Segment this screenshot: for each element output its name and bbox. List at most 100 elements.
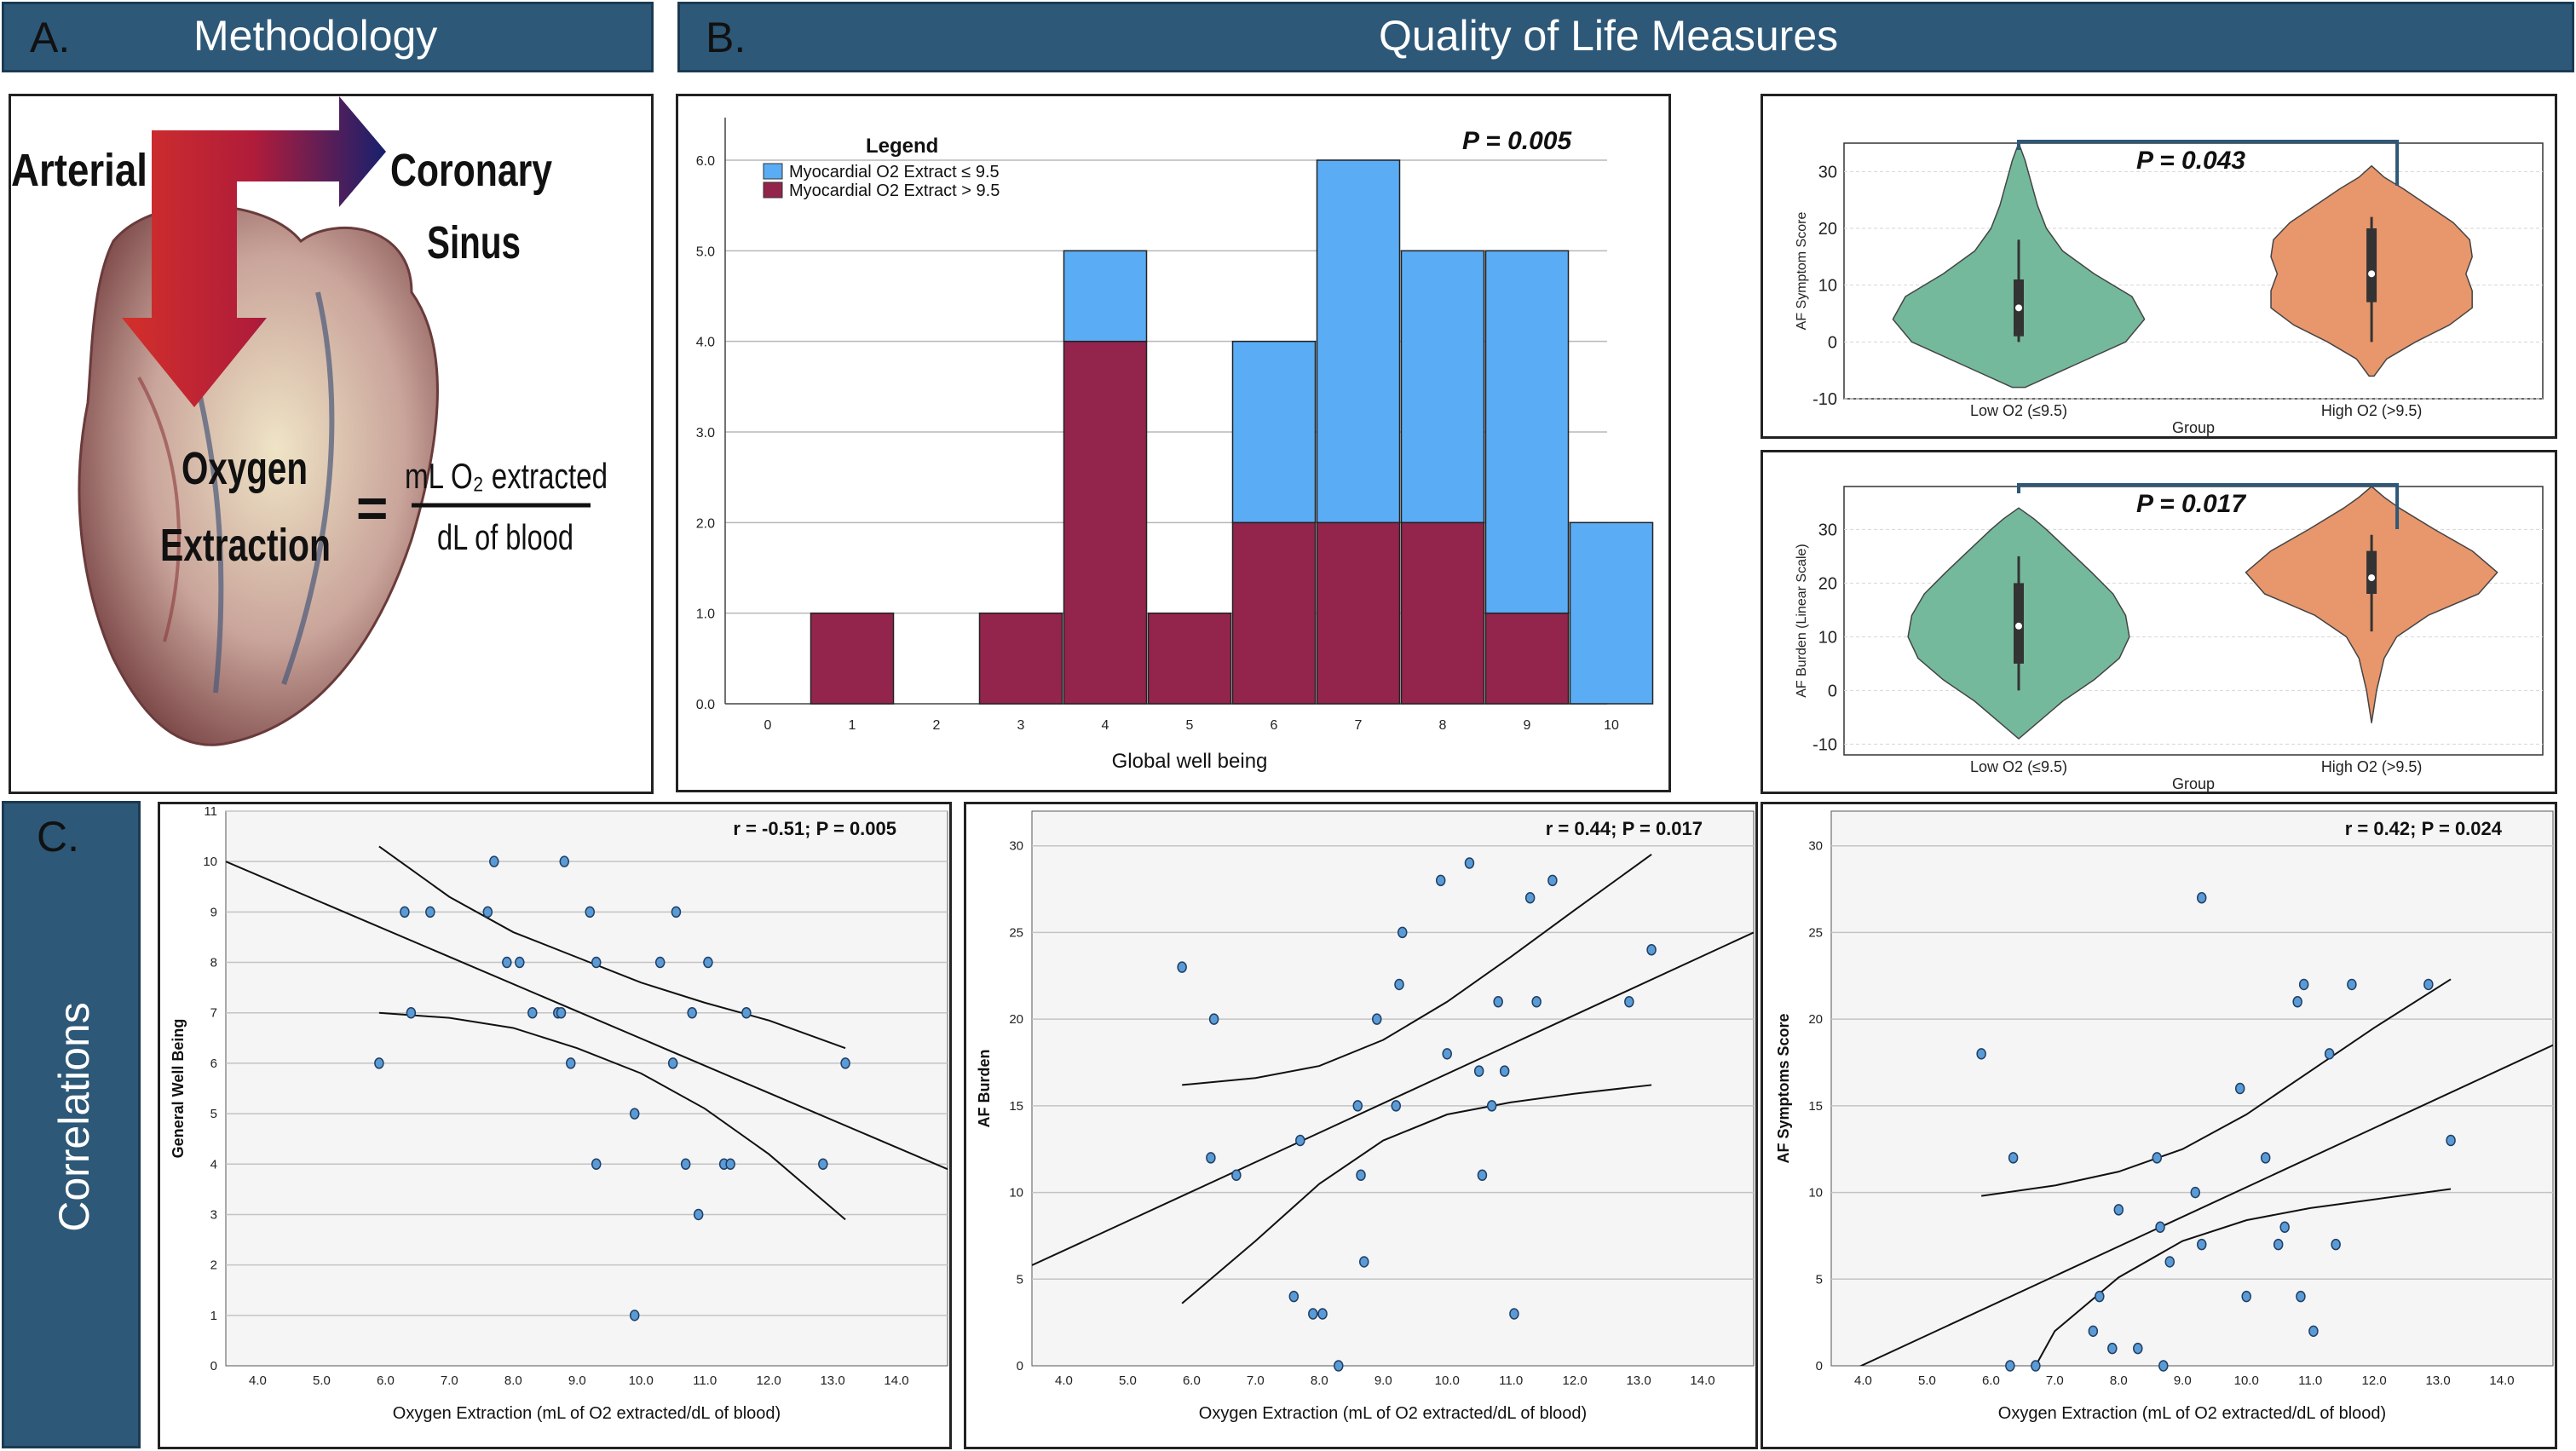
- panel-a-title: Methodology: [193, 12, 438, 60]
- scatter-y-tick: 25: [1009, 925, 1023, 940]
- scatter-burden-chart: 0 5 10 15 20 25 30 4.0 5.0 6.0 7.0 8.0 9.0 10.0 11.0 12…: [976, 810, 1755, 1423]
- violin-median: [2015, 304, 2022, 312]
- histogram-bar-high: [1316, 521, 1401, 705]
- violin-median: [2015, 622, 2022, 630]
- scatter-point: [1394, 978, 1404, 991]
- histogram-panel: Legend Myocardial O2 Extract ≤ 9.5 Myoca…: [676, 94, 1671, 792]
- scatter-point: [591, 1158, 602, 1171]
- scatter-point: [2308, 1325, 2319, 1338]
- scatter-point: [654, 956, 666, 969]
- histogram-x-tick: 2: [933, 718, 941, 733]
- scatter-x-tick: 13.0: [1626, 1373, 1651, 1388]
- scatter-point: [2234, 1082, 2245, 1095]
- violin-y-tick: -10: [1812, 390, 1837, 409]
- scatter-fit-line: [1032, 931, 1754, 1266]
- scatter-point: [1177, 961, 1187, 973]
- violin-iqr-box: [2366, 228, 2377, 302]
- histogram-bar-low: [1231, 340, 1317, 524]
- scatter-point: [2107, 1342, 2118, 1355]
- scatter-y-tick: 3: [210, 1207, 217, 1222]
- violin-x-tick: High O2 (>9.5): [2321, 758, 2423, 775]
- scatter-point: [566, 1057, 576, 1069]
- scatter-point: [527, 1006, 538, 1019]
- histogram-y-tick: 2.0: [696, 516, 715, 531]
- scatter-point: [2347, 978, 2357, 991]
- scatter-x-tick: 11.0: [2298, 1373, 2322, 1388]
- scatter-y-tick: 20: [1009, 1012, 1023, 1027]
- scatter-point: [2095, 1290, 2105, 1303]
- scatter-ci-lower: [1181, 1084, 1652, 1304]
- scatter-x-tick: 4.0: [249, 1373, 267, 1388]
- scatter-point: [2292, 996, 2302, 1008]
- scatter-fit-line: [226, 861, 948, 1171]
- scatter-point: [1359, 1256, 1369, 1268]
- scatter-symptoms-chart: 0 5 10 15 20 25 30 4.0 5.0 6.0 7.0 8.0 9.0 10.0 11.0 12…: [1775, 810, 2554, 1423]
- scatter-y-tick: 30: [1808, 839, 1823, 854]
- scatter-y-tick: 15: [1009, 1099, 1023, 1114]
- scatter-point: [2241, 1290, 2251, 1303]
- scatter-y-tick: 10: [1808, 1186, 1823, 1201]
- oxygen-label: Oxygen: [182, 443, 308, 494]
- scatter-symptoms-panel: 0 5 10 15 20 25 30 4.0 5.0 6.0 7.0 8.0 9.0 10.0 11.0 12…: [1761, 802, 2557, 1449]
- scatter-point: [1531, 996, 1542, 1008]
- histogram-x-tick: 8: [1439, 718, 1447, 733]
- scatter-ci-lower: [378, 1011, 846, 1221]
- scatter-point: [629, 1310, 640, 1321]
- panel-c-letter: C.: [37, 813, 79, 861]
- violin-median: [2368, 270, 2376, 278]
- scatter-point: [667, 1057, 678, 1069]
- scatter-x-tick: 9.0: [2174, 1373, 2192, 1388]
- scatter-point: [1646, 944, 1657, 956]
- scatter-x-tick: 14.0: [1690, 1373, 1714, 1388]
- scatter-point: [2260, 1152, 2271, 1164]
- scatter-wellbeing-panel: 0 1 2 3 4 5 6 7 8 9 10 11 4.0 5.0 6.0 7.0 8.0 9.0 10.0 11.0…: [158, 802, 952, 1449]
- panel-a-letter: A.: [30, 14, 71, 61]
- histogram-x-tick: 1: [849, 718, 856, 733]
- histogram-bar-high: [1231, 521, 1317, 705]
- scatter-y-label: AF Burden: [976, 1050, 993, 1128]
- scatter-point: [629, 1108, 640, 1120]
- histogram-bar-high: [1147, 612, 1232, 705]
- scatter-point: [725, 1158, 735, 1171]
- violin-p-value: P = 0.017: [2136, 490, 2246, 518]
- legend-high-swatch: [763, 181, 783, 199]
- scatter-point: [1295, 1134, 1305, 1147]
- histogram-bar-low: [1400, 250, 1485, 524]
- histogram-x-tick: 5: [1186, 718, 1194, 733]
- scatter-point: [482, 906, 493, 918]
- scatter-point: [703, 956, 713, 969]
- scatter-point: [1473, 1065, 1484, 1077]
- scatter-y-tick: 4: [210, 1157, 217, 1172]
- scatter-point: [489, 855, 499, 867]
- violin-burden-panel: -10 0 10 20 30 Low O2 (≤9.5) High O2 (>9.5) P =…: [1761, 450, 2557, 794]
- histogram-x-tick: 6: [1271, 718, 1278, 733]
- scatter-y-tick: 9: [210, 905, 217, 919]
- extraction-label: Extraction: [160, 520, 331, 571]
- scatter-ci-upper: [1182, 854, 1652, 1086]
- violin-x-label: Group: [2172, 419, 2215, 436]
- scatter-point: [1317, 1308, 1328, 1320]
- formula-denominator: dL of blood: [437, 517, 573, 557]
- scatter-x-tick: 8.0: [504, 1373, 522, 1388]
- scatter-x-tick: 9.0: [1374, 1373, 1392, 1388]
- scatter-point: [515, 956, 525, 969]
- scatter-y-tick: 2: [210, 1258, 217, 1273]
- scatter-y-tick: 1: [210, 1309, 217, 1323]
- violin-y-tick: 20: [1818, 574, 1837, 593]
- violin-x-tick: Low O2 (≤9.5): [1970, 402, 2067, 419]
- violin-y-tick: 0: [1828, 333, 1837, 352]
- scatter-point: [2196, 891, 2207, 904]
- scatter-x-tick: 10.0: [1435, 1373, 1460, 1388]
- histogram-bar-low: [1484, 250, 1570, 614]
- scatter-plot-area: [225, 810, 948, 1367]
- scatter-x-label: Oxygen Extraction (mL of O2 extracted/dL…: [393, 1404, 781, 1423]
- histogram-bar-high: [978, 612, 1063, 705]
- scatter-x-tick: 4.0: [1055, 1373, 1073, 1388]
- formula-numerator: mL O₂ extracted: [405, 456, 608, 496]
- panel-c-title: Correlations: [50, 1002, 98, 1232]
- violin-y-tick: 0: [1828, 682, 1837, 700]
- violin-y-tick: 30: [1818, 521, 1837, 539]
- scatter-plot-area: [1830, 810, 2554, 1367]
- oxygen-flow-arrow: [122, 96, 386, 407]
- scatter-y-tick: 15: [1808, 1099, 1823, 1114]
